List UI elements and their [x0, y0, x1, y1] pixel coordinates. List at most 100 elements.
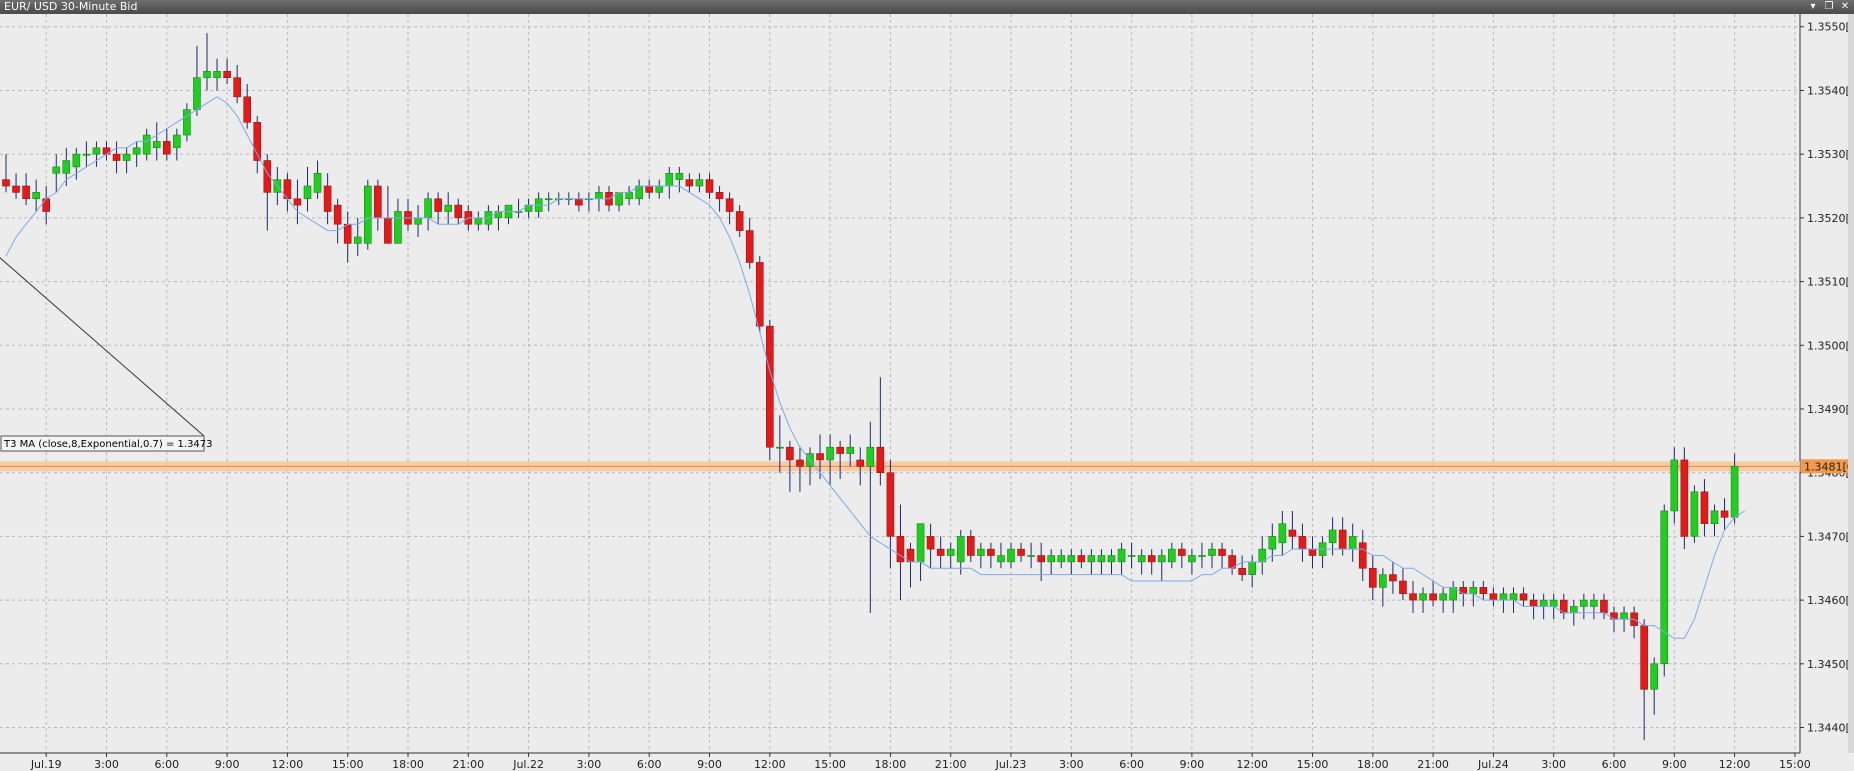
candle-bearish[interactable] [1288, 529, 1297, 537]
candle-bullish[interactable] [625, 192, 633, 200]
candle-bearish[interactable] [243, 96, 251, 123]
candle-bearish[interactable] [816, 453, 824, 461]
candle-bullish[interactable] [1439, 593, 1447, 601]
candle-bullish[interactable] [414, 217, 422, 225]
candle-bullish[interactable] [1730, 466, 1739, 518]
candle-bullish[interactable] [1057, 555, 1066, 563]
candle-bullish[interactable] [1027, 555, 1035, 557]
candle-bearish[interactable] [886, 472, 895, 537]
candle-bearish[interactable] [1369, 567, 1377, 588]
candle-bearish[interactable] [1479, 587, 1488, 595]
candle-bearish[interactable] [856, 459, 865, 467]
candle-bearish[interactable] [1147, 555, 1156, 563]
candle-bullish[interactable] [695, 179, 704, 187]
candle-bullish[interactable] [1007, 548, 1015, 563]
candle-bearish[interactable] [896, 536, 905, 563]
candle-bearish[interactable] [765, 325, 774, 448]
candle-bullish[interactable] [866, 446, 875, 467]
candle-bullish[interactable] [776, 446, 784, 449]
candle-bullish[interactable] [1509, 593, 1518, 601]
candle-bearish[interactable] [1600, 599, 1608, 614]
candle-bullish[interactable] [655, 185, 664, 193]
candle-bearish[interactable] [1529, 599, 1538, 607]
candle-bearish[interactable] [1680, 459, 1689, 537]
candle-bullish[interactable] [956, 536, 965, 563]
candle-bullish[interactable] [1670, 459, 1679, 512]
close-window-icon[interactable]: ✕ [1840, 1, 1850, 12]
candle-bearish[interactable] [1037, 555, 1045, 563]
candle-bullish[interactable] [916, 523, 925, 563]
candle-bullish[interactable] [1188, 555, 1196, 563]
candle-bullish[interactable] [826, 446, 834, 461]
candle-bullish[interactable] [82, 153, 91, 156]
candle-bullish[interactable] [474, 217, 483, 225]
candle-bullish[interactable] [1590, 599, 1598, 607]
candle-bearish[interactable] [2, 179, 10, 187]
candle-bullish[interactable] [1710, 510, 1719, 524]
candle-bearish[interactable] [253, 122, 262, 161]
candle-bearish[interactable] [333, 204, 342, 225]
candle-bullish[interactable] [1419, 593, 1427, 601]
candle-bullish[interactable] [1379, 574, 1387, 588]
candle-bearish[interactable] [685, 179, 694, 187]
candle-bearish[interactable] [293, 198, 302, 206]
candle-bullish[interactable] [132, 147, 141, 155]
candle-bullish[interactable] [1047, 555, 1055, 563]
candle-bullish[interactable] [394, 211, 402, 244]
candle-bearish[interactable] [936, 548, 945, 556]
candle-bullish[interactable] [1157, 555, 1166, 563]
candle-bullish[interactable] [183, 109, 191, 136]
candle-bullish[interactable] [977, 548, 985, 556]
candle-bullish[interactable] [1107, 555, 1116, 563]
candle-bearish[interactable] [725, 198, 734, 212]
candle-bearish[interactable] [1338, 529, 1347, 550]
candle-bearish[interactable] [434, 198, 442, 212]
candle-bearish[interactable] [42, 198, 51, 212]
candle-bearish[interactable] [1409, 593, 1417, 601]
candle-bearish[interactable] [223, 71, 231, 79]
candle-bearish[interactable] [384, 217, 392, 244]
candle-bearish[interactable] [1399, 580, 1407, 595]
candle-bearish[interactable] [1017, 548, 1025, 556]
restore-window-icon[interactable]: ❐ [1824, 1, 1834, 12]
candle-bearish[interactable] [1298, 536, 1307, 550]
candle-bearish[interactable] [1610, 612, 1618, 620]
candle-bullish[interactable] [675, 172, 684, 180]
candle-bullish[interactable] [1208, 548, 1216, 556]
candle-bearish[interactable] [1238, 567, 1246, 575]
candle-bullish[interactable] [1650, 663, 1658, 690]
candle-bullish[interactable] [1137, 555, 1146, 563]
candle-bearish[interactable] [112, 153, 121, 161]
candle-bullish[interactable] [1168, 548, 1176, 563]
candle-bearish[interactable] [786, 446, 794, 461]
candle-bearish[interactable] [836, 446, 844, 454]
candle-bullish[interactable] [1690, 491, 1699, 537]
candle-bearish[interactable] [1459, 587, 1468, 595]
candle-bearish[interactable] [1519, 593, 1528, 601]
candle-bullish[interactable] [1278, 523, 1287, 544]
candle-bearish[interactable] [705, 179, 714, 193]
candle-bullish[interactable] [1097, 555, 1106, 563]
candle-bearish[interactable] [1640, 625, 1648, 690]
candle-bullish[interactable] [142, 134, 151, 155]
candle-bearish[interactable] [1489, 593, 1498, 601]
candle-bullish[interactable] [444, 204, 453, 212]
candle-bearish[interactable] [374, 185, 382, 219]
candle-bearish[interactable] [233, 77, 241, 98]
candle-bullish[interactable] [997, 555, 1005, 563]
candle-bullish[interactable] [92, 147, 101, 155]
candle-bearish[interactable] [323, 185, 332, 212]
candle-bearish[interactable] [1308, 548, 1317, 556]
candle-bullish[interactable] [152, 141, 161, 149]
candle-bullish[interactable] [213, 71, 221, 79]
candle-bearish[interactable] [12, 185, 20, 193]
candle-bullish[interactable] [32, 192, 40, 200]
candle-bearish[interactable] [745, 230, 754, 263]
candle-bearish[interactable] [454, 204, 463, 219]
candle-bullish[interactable] [665, 172, 674, 187]
candle-bullish[interactable] [1328, 529, 1337, 544]
candle-bearish[interactable] [163, 141, 171, 155]
candle-bearish[interactable] [987, 548, 995, 556]
scroll-strip[interactable] [1848, 14, 1854, 753]
candle-bearish[interactable] [1700, 491, 1709, 524]
